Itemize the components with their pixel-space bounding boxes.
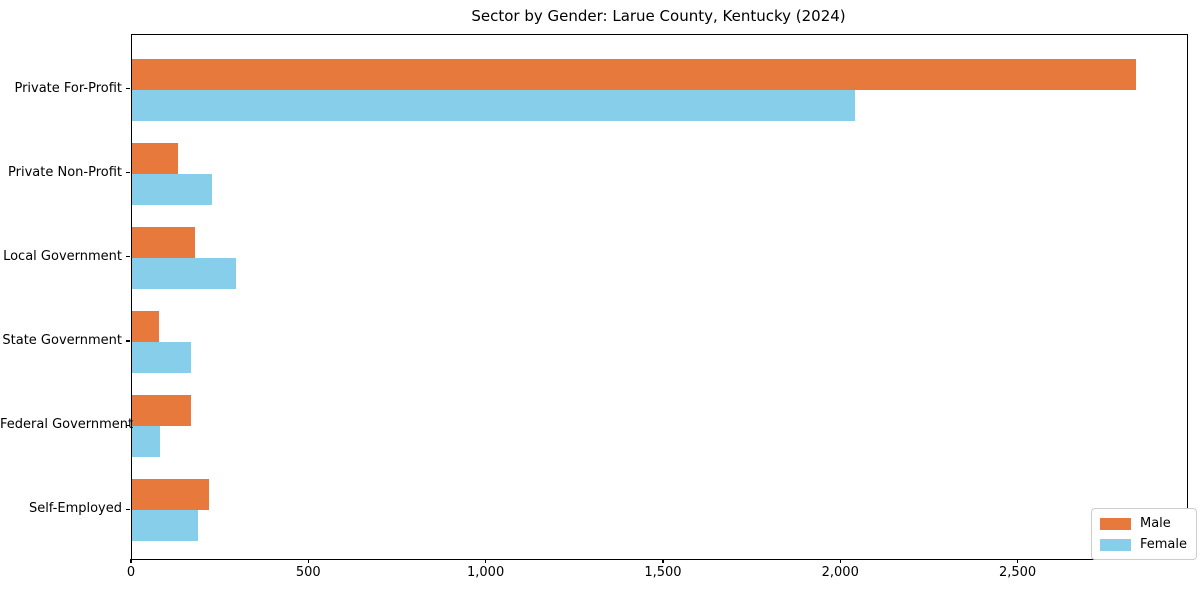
legend-label-female: Female: [1140, 537, 1188, 552]
x-tick-mark-2-000: [839, 559, 841, 563]
bar-male-self-employed: [132, 479, 210, 511]
bar-female-state-government: [132, 342, 192, 374]
bar-female-federal-government: [132, 426, 161, 458]
chart-title: Sector by Gender: Larue County, Kentucky…: [471, 7, 846, 25]
y-tick-mark-self-employed: [126, 508, 130, 510]
legend-item-male: Male: [1100, 516, 1187, 531]
bar-male-state-government: [132, 311, 160, 343]
x-tick-label-1-500: 1,500: [644, 565, 682, 580]
legend: Male Female: [1091, 508, 1198, 560]
bar-male-private-for-profit: [132, 58, 1136, 90]
bar-female-private-non-profit: [132, 173, 212, 205]
bar-female-self-employed: [132, 510, 198, 542]
x-tick-label-500: 500: [295, 565, 321, 580]
bar-male-private-non-profit: [132, 142, 179, 174]
bar-male-local-government: [132, 226, 196, 258]
y-tick-mark-state-government: [126, 340, 130, 342]
plot-area: [131, 34, 1188, 560]
x-tick-mark-1-000: [485, 559, 487, 563]
y-tick-label-self-employed: Self-Employed: [28, 501, 122, 517]
y-tick-label-local-government: Local Government: [3, 248, 122, 264]
y-tick-mark-local-government: [126, 256, 130, 258]
x-tick-label-0: 0: [126, 565, 136, 580]
x-tick-mark-500: [307, 559, 309, 563]
legend-label-male: Male: [1140, 516, 1171, 531]
bar-female-local-government: [132, 257, 236, 289]
bar-male-federal-government: [132, 395, 192, 427]
y-tick-label-private-non-profit: Private Non-Profit: [8, 164, 122, 180]
y-tick-label-private-for-profit: Private For-Profit: [14, 80, 122, 96]
x-tick-mark-2-500: [1016, 559, 1019, 563]
y-tick-label-federal-government: Federal Government: [0, 417, 134, 433]
legend-swatch-female: [1100, 538, 1131, 551]
y-tick-mark-federal-government: [126, 424, 130, 426]
legend-swatch-male: [1100, 517, 1131, 530]
y-tick-mark-private-for-profit: [126, 88, 130, 90]
x-tick-mark-0: [130, 559, 132, 563]
x-tick-label-1-000: 1,000: [467, 565, 505, 580]
y-tick-label-state-government: State Government: [2, 333, 122, 349]
bar-female-private-for-profit: [132, 89, 856, 121]
x-tick-label-2-000: 2,000: [821, 565, 859, 580]
y-tick-mark-private-non-profit: [126, 172, 130, 174]
x-tick-mark-1-500: [662, 559, 664, 563]
x-tick-label-2-500: 2,500: [998, 565, 1037, 580]
legend-item-female: Female: [1100, 537, 1187, 552]
